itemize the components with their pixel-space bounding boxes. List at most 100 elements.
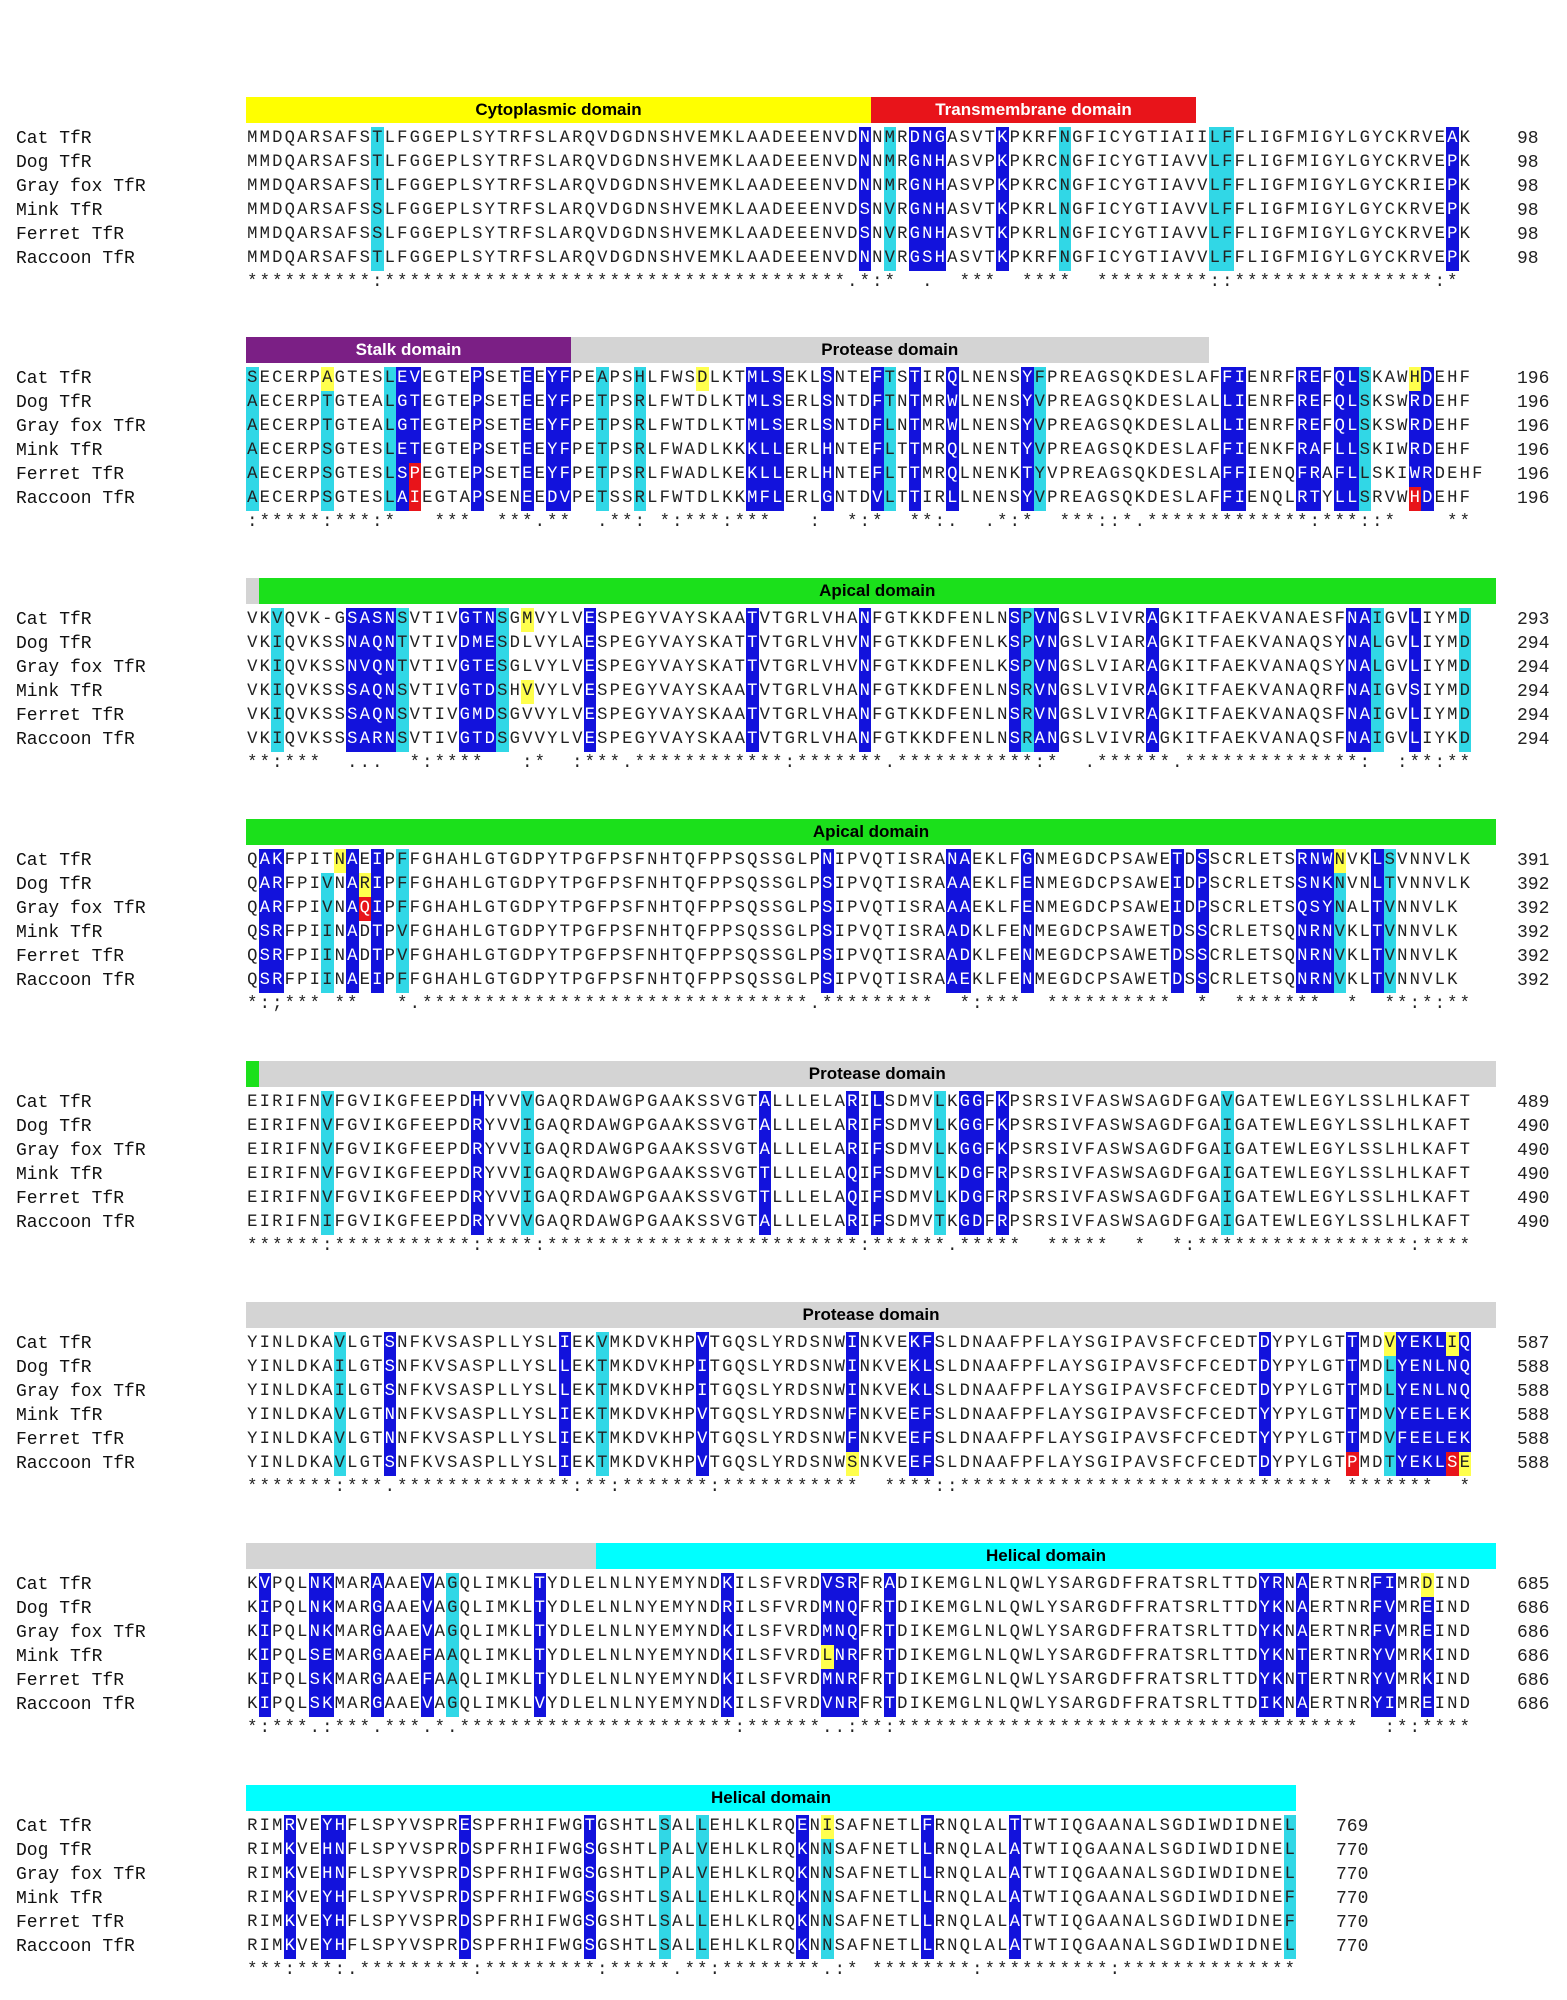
residue: D — [522, 947, 533, 966]
residue: G — [1322, 1141, 1333, 1160]
residue: E — [584, 1623, 595, 1642]
residue: V — [247, 682, 258, 701]
residue: K — [1172, 634, 1183, 653]
residue: D — [897, 1623, 908, 1642]
residue: T — [347, 465, 358, 484]
residue: F — [921, 1452, 934, 1476]
residue: D — [609, 129, 620, 148]
residue: G — [446, 1597, 459, 1621]
residue: P — [484, 1865, 495, 1884]
residue: E — [1159, 441, 1170, 460]
residue: L — [359, 1817, 370, 1836]
sequence-row: Ferret TfR Q S R F P I I N A D T P V F G H A H L G T G D P Y T P G F P… — [0, 945, 1567, 969]
residue: F — [947, 682, 958, 701]
residue: R — [784, 1382, 795, 1401]
residue: L — [647, 393, 658, 412]
residue: S — [821, 391, 834, 415]
residue: E — [259, 465, 270, 484]
residue: Q — [734, 1454, 745, 1473]
residue: L — [797, 1213, 808, 1232]
residue: K — [909, 634, 920, 653]
residue: D — [934, 682, 945, 701]
residue: L — [1221, 415, 1234, 439]
residue: D — [897, 1695, 908, 1714]
species-label: Gray fox TfR — [16, 899, 146, 919]
residue: S — [697, 1213, 708, 1232]
residue: V — [509, 1093, 520, 1112]
residue: T — [634, 1913, 645, 1932]
residue: F — [1209, 634, 1220, 653]
residue: Q — [584, 249, 595, 268]
residue: V — [883, 199, 896, 223]
residue: Y — [772, 1334, 783, 1353]
residue: R — [1197, 1599, 1208, 1618]
residue: K — [1134, 489, 1145, 508]
residue: F — [947, 730, 958, 749]
residue: F — [1221, 175, 1234, 199]
species-label: Raccoon TfR — [16, 1454, 135, 1474]
sequence-row: Dog TfR M M D Q A R S A F S T L F G G E P L S Y T R F S L A R Q V D G D N… — [0, 151, 1567, 175]
residue: L — [383, 415, 396, 439]
residue: R — [572, 1213, 583, 1232]
residue: V — [696, 1404, 709, 1428]
residue: H — [933, 175, 946, 199]
residue: V — [596, 1332, 609, 1356]
residue: M — [1359, 1454, 1370, 1473]
residue: W — [1209, 1841, 1220, 1860]
species-label: Raccoon TfR — [16, 730, 135, 750]
residue: Q — [459, 1647, 470, 1666]
residue: K — [584, 1454, 595, 1473]
residue: S — [322, 153, 333, 172]
residue: G — [434, 417, 445, 436]
residue: F — [409, 1382, 420, 1401]
residue: G — [371, 1693, 384, 1717]
residue: N — [1346, 728, 1359, 752]
residue: D — [1247, 1695, 1258, 1714]
residue: G — [1322, 1454, 1333, 1473]
residue: L — [472, 1695, 483, 1714]
residue: D — [1258, 1356, 1271, 1380]
residue: V — [1197, 201, 1208, 220]
residue: K — [309, 1430, 320, 1449]
residue: L — [1347, 1093, 1358, 1112]
residue: S — [1359, 1117, 1370, 1136]
residue: E — [1309, 1093, 1320, 1112]
residue: S — [1209, 899, 1220, 918]
residue: R — [872, 1575, 883, 1594]
residue: E — [583, 608, 596, 632]
residue: E — [1272, 1937, 1283, 1956]
residue: M — [272, 1817, 283, 1836]
residue: G — [1172, 1889, 1183, 1908]
residue: S — [609, 1937, 620, 1956]
residue: I — [434, 730, 445, 749]
residue: R — [797, 1647, 808, 1666]
residue: R — [358, 873, 371, 897]
residue: M — [1034, 947, 1045, 966]
residue: Q — [247, 923, 258, 942]
residue: D — [897, 1599, 908, 1618]
residue-count: 392 — [1517, 947, 1550, 967]
residue: N — [272, 1454, 283, 1473]
residue: G — [971, 1115, 984, 1139]
residue: E — [709, 1913, 720, 1932]
residue: L — [472, 1575, 483, 1594]
residue: S — [1084, 1334, 1095, 1353]
residue: W — [1284, 1165, 1295, 1184]
residue: F — [334, 1213, 345, 1232]
residue: F — [1084, 1165, 1095, 1184]
residue: E — [1247, 393, 1258, 412]
consensus-symbols: * *: * * * ... *: * * * * : * : * * *. * * * * * * * * * * * *: *… — [247, 754, 1470, 773]
residue: E — [1408, 1380, 1421, 1404]
residue: F — [871, 1115, 884, 1139]
residue: A — [947, 249, 958, 268]
residue: D — [772, 225, 783, 244]
residue: R — [1197, 1695, 1208, 1714]
residue: N — [397, 1406, 408, 1425]
residue: I — [1109, 730, 1120, 749]
residue: M — [821, 1621, 834, 1645]
residue: Q — [846, 1187, 859, 1211]
residue: L — [1209, 1575, 1220, 1594]
residue: G — [1234, 1093, 1245, 1112]
residue: A — [358, 632, 371, 656]
